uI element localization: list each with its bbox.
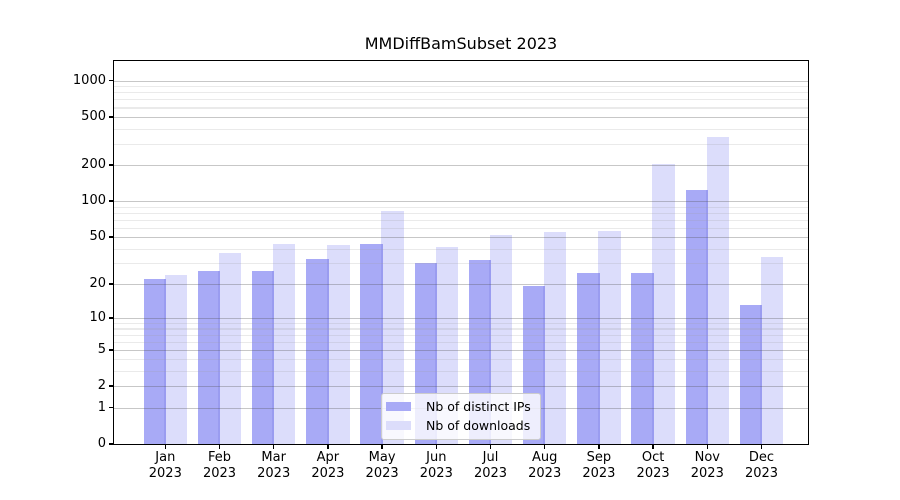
y-tick-label: 500	[81, 109, 106, 124]
x-tick-mark	[381, 444, 383, 449]
bar-downloads-sep	[598, 231, 621, 444]
bar-downloads-aug	[544, 232, 567, 444]
x-tick-year: 2023	[148, 466, 182, 481]
y-tick-mark	[108, 317, 114, 319]
legend-swatch-distinct-ips	[386, 401, 411, 412]
x-tick-year: 2023	[636, 466, 670, 481]
x-tick-mark	[706, 444, 709, 449]
bar-distinct-ips-jan	[143, 279, 166, 444]
y-tick-mark	[108, 283, 114, 285]
bar-distinct-ips-may	[360, 243, 383, 444]
x-tick-year: 2023	[257, 466, 291, 481]
bar-downloads-nov	[706, 136, 729, 444]
x-tick-label-mar: Mar 2023	[242, 450, 306, 482]
legend-item-distinct-ips: Nb of distinct IPs	[386, 399, 531, 414]
y-tick-mark	[108, 236, 114, 238]
y-tick-mark	[108, 406, 114, 409]
x-tick-mark	[164, 444, 167, 449]
bar-downloads-mar	[273, 243, 296, 444]
y-tick-mark	[108, 349, 114, 351]
bar-downloads-may	[381, 210, 404, 444]
x-tick-year: 2023	[744, 466, 779, 481]
x-tick-mark	[760, 444, 763, 449]
y-tick-label: 1	[97, 399, 106, 415]
x-tick-label-jul: Jul 2023	[459, 450, 523, 482]
x-tick-label-jan: Jan 2023	[133, 450, 197, 482]
x-tick-mark	[543, 444, 546, 449]
legend-swatch-downloads	[386, 420, 411, 431]
x-tick-label-oct: Oct 2023	[621, 450, 685, 482]
x-tick-year: 2023	[365, 466, 399, 481]
bars-layer	[114, 61, 808, 444]
y-tick-label: 50	[89, 229, 106, 245]
y-tick-mark	[108, 164, 114, 166]
y-tick-mark	[108, 200, 114, 202]
bar-distinct-ips-mar	[252, 270, 275, 444]
legend-item-downloads: Nb of downloads	[386, 418, 531, 433]
y-tick-label: 0	[97, 436, 106, 451]
bar-downloads-dec	[760, 257, 784, 444]
y-tick-label: 5	[97, 341, 106, 357]
x-tick-label-feb: Feb 2023	[188, 450, 252, 482]
x-tick-year: 2023	[419, 466, 453, 481]
x-tick-year: 2023	[473, 466, 508, 481]
x-tick-year: 2023	[528, 466, 562, 481]
y-tick-label: 10	[89, 309, 106, 325]
bar-downloads-apr	[327, 244, 350, 444]
bar-downloads-jul	[489, 235, 513, 444]
bar-distinct-ips-nov	[685, 190, 708, 444]
x-tick-mark	[598, 444, 600, 449]
x-tick-mark	[327, 444, 329, 449]
plot-area	[113, 60, 809, 445]
y-tick-mark	[108, 79, 114, 82]
x-tick-year: 2023	[202, 466, 237, 481]
legend-label-distinct-ips: Nb of distinct IPs	[426, 399, 531, 414]
x-tick-mark	[489, 444, 492, 449]
chart-title: MMDiffBamSubset 2023	[364, 34, 558, 53]
x-tick-label-may: May 2023	[350, 450, 414, 482]
bar-distinct-ips-apr	[306, 258, 329, 444]
x-tick-label-dec: Dec 2023	[730, 450, 794, 482]
y-tick-label: 1000	[72, 72, 106, 88]
x-tick-label-sep: Sep 2023	[567, 450, 631, 482]
y-tick-mark	[108, 385, 114, 387]
y-tick-label: 2	[97, 378, 106, 394]
x-tick-mark	[652, 444, 654, 449]
bar-distinct-ips-oct	[631, 272, 654, 444]
bar-distinct-ips-feb	[197, 270, 221, 444]
y-tick-mark	[108, 116, 114, 118]
x-tick-mark	[218, 444, 221, 449]
x-tick-mark	[435, 444, 438, 449]
bar-downloads-oct	[652, 164, 675, 444]
x-tick-mark	[272, 444, 275, 449]
x-tick-label-jun: Jun 2023	[404, 450, 468, 482]
bar-distinct-ips-sep	[577, 272, 600, 444]
y-tick-label: 100	[81, 193, 106, 209]
bar-downloads-jan	[164, 274, 187, 444]
legend: Nb of distinct IPs Nb of downloads	[381, 393, 541, 440]
y-tick-mark	[108, 443, 114, 445]
x-tick-year: 2023	[690, 466, 724, 481]
y-tick-label: 200	[81, 157, 106, 173]
x-tick-year: 2023	[582, 466, 616, 481]
x-tick-year: 2023	[311, 466, 345, 481]
x-tick-label-apr: Apr 2023	[296, 450, 360, 482]
y-tick-label: 20	[89, 275, 106, 291]
bar-downloads-feb	[218, 252, 242, 444]
x-tick-label-nov: Nov 2023	[675, 450, 739, 482]
legend-label-downloads: Nb of downloads	[426, 418, 531, 433]
x-tick-label-aug: Aug 2023	[513, 450, 577, 482]
bar-distinct-ips-dec	[739, 305, 763, 444]
